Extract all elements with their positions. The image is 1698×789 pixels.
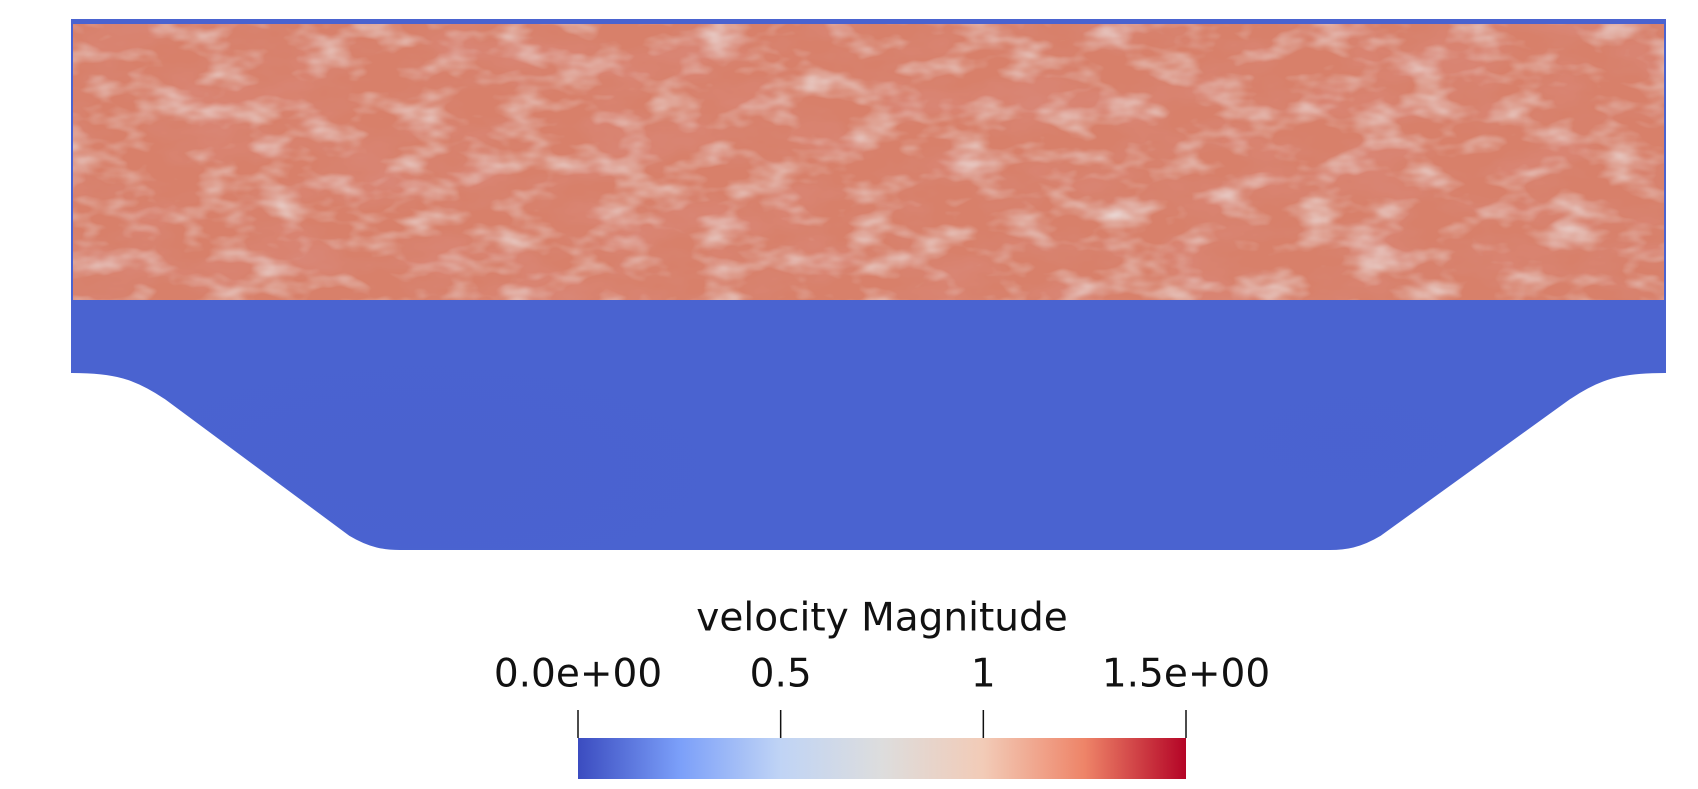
tick-label: 1 [971,652,996,697]
tick-label: 0.0e+00 [494,652,662,697]
colorbar-title: velocity Magnitude [696,596,1067,641]
domain-outline [71,19,1666,550]
colorbar: 0.0e+00 0.5 1 1.5e+00 [494,652,1270,779]
tick-label: 0.5 [750,652,812,697]
velocity-field [72,20,1665,549]
colorbar-gradient [578,738,1186,779]
tick-label: 1.5e+00 [1102,652,1270,697]
